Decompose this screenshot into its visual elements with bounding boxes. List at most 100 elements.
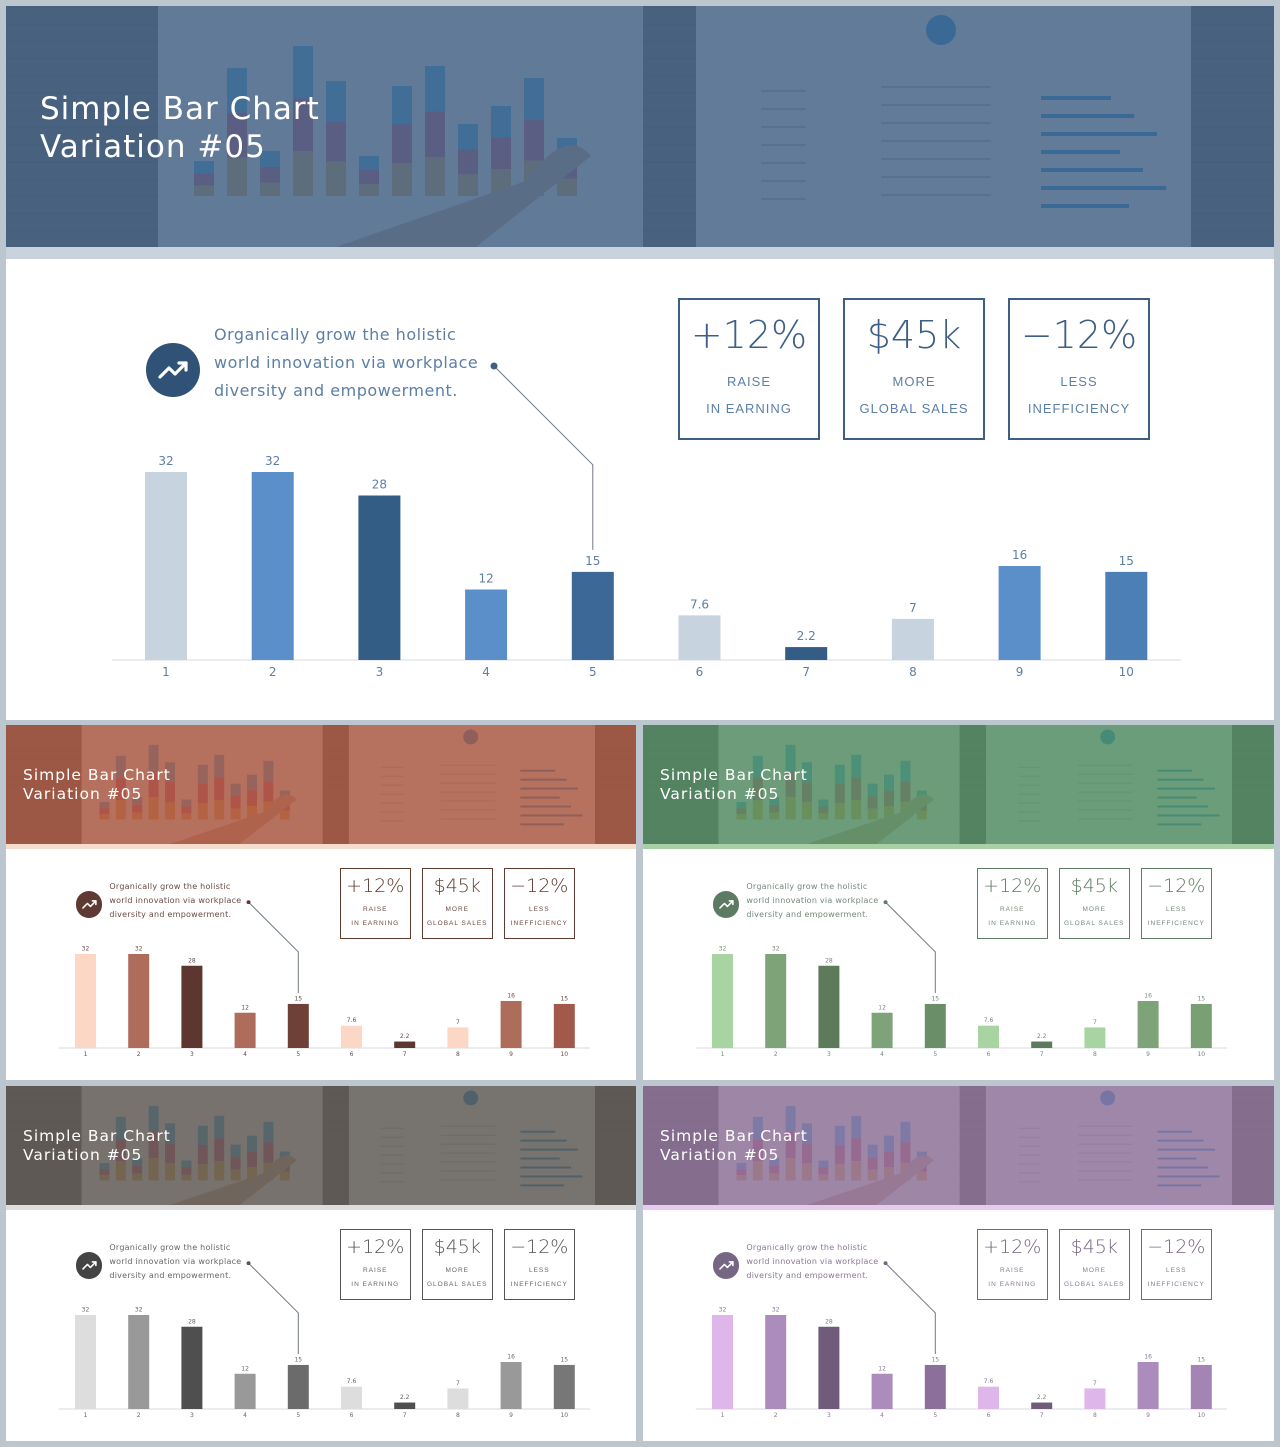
trending-up-glyph: [81, 1260, 97, 1270]
bar-value-label-2: 32: [135, 1307, 143, 1314]
x-tick-label-9: 9: [509, 1051, 513, 1058]
bar-value-label-2: 32: [772, 946, 780, 953]
slide-body: 32 1 32 2 28 3 12 4 15 5 7.6 6 2.2 7 7 8 16 9 15 10 Organica…: [643, 1210, 1274, 1441]
kpi-value: +12%: [983, 875, 1042, 898]
x-tick-label-4: 4: [880, 1412, 884, 1419]
x-tick-label-8: 8: [909, 665, 917, 679]
kpi-box-1: +12% RAISE IN EARNING: [678, 298, 820, 440]
x-tick-label-9: 9: [509, 1412, 513, 1419]
kpi-label-line1: RAISE: [362, 906, 388, 914]
x-tick-label-9: 9: [1146, 1051, 1150, 1058]
bar-3: [181, 965, 203, 1048]
kpi-label-line1: LESS: [528, 906, 550, 914]
description-line-3: diversity and empowerment.: [214, 381, 458, 400]
x-tick-label-1: 1: [721, 1051, 725, 1058]
header-tint-overlay: [6, 725, 636, 844]
x-tick-label-5: 5: [933, 1051, 937, 1058]
x-tick-label-3: 3: [376, 665, 384, 679]
kpi-value: $45k: [433, 1236, 481, 1259]
kpi-label-line1: MORE: [892, 373, 936, 389]
x-tick-label-2: 2: [137, 1051, 141, 1058]
slide-title: Simple Bar Chart Variation #05: [23, 1127, 171, 1165]
bar-3: [818, 965, 840, 1048]
slide-title: Simple Bar Chart Variation #05: [660, 766, 808, 804]
kpi-label-line2: INEFFICIENCY: [1147, 919, 1205, 927]
x-tick-label-10: 10: [560, 1412, 568, 1419]
trending-up-icon: [712, 1251, 740, 1279]
bar-value-label-7: 2.2: [400, 1394, 410, 1401]
description-line-2: world innovation via workplace: [109, 895, 242, 905]
description-text: Organically grow the holistic world innov…: [746, 880, 878, 922]
kpi-label-line1: MORE: [1082, 906, 1107, 914]
slide-title-line1: Simple Bar Chart: [40, 91, 320, 127]
bar-3: [181, 1326, 203, 1409]
bar-value-label-3: 28: [825, 1318, 833, 1325]
bar-value-label-4: 12: [478, 572, 493, 586]
kpi-value: −12%: [510, 875, 569, 898]
bar-value-label-8: 7: [456, 1380, 460, 1387]
description-line-2: world innovation via workplace: [746, 895, 879, 905]
kpi-label-line1: MORE: [1082, 1267, 1107, 1275]
x-tick-label-2: 2: [774, 1412, 778, 1419]
x-tick-label-10: 10: [1197, 1412, 1205, 1419]
x-tick-label-9: 9: [1146, 1412, 1150, 1419]
header-tint-overlay: [643, 1086, 1274, 1205]
kpi-box-3: −12% LESS INEFFICIENCY: [503, 868, 575, 939]
bar-1: [75, 954, 96, 1048]
kpi-label-line1: RAISE: [726, 373, 771, 389]
bar-value-label-10: 15: [560, 1356, 568, 1363]
bar-value-label-7: 2.2: [797, 629, 816, 643]
bar-value-label-8: 7: [1093, 1019, 1097, 1026]
bar-10: [1105, 571, 1148, 660]
description-line-3: diversity and empowerment.: [746, 1270, 869, 1280]
description-line-1: Organically grow the holistic: [109, 881, 231, 891]
bar-9: [998, 566, 1041, 660]
description-line-3: diversity and empowerment.: [746, 909, 869, 919]
bar-10: [553, 1003, 575, 1048]
x-tick-label-6: 6: [987, 1412, 991, 1419]
x-tick-label-9: 9: [1016, 665, 1024, 679]
trending-up-icon: [712, 890, 740, 918]
bar-value-label-1: 32: [82, 946, 90, 953]
x-tick-label-2: 2: [137, 1412, 141, 1419]
bar-value-label-2: 32: [135, 946, 143, 953]
trending-up-glyph: [158, 361, 188, 379]
kpi-value: −12%: [1147, 1236, 1206, 1259]
bar-3: [818, 1326, 840, 1409]
kpi-box-2: $45k MORE GLOBAL SALES: [1058, 868, 1130, 939]
bar-value-label-6: 7.6: [347, 1378, 357, 1385]
bar-9: [1137, 1362, 1159, 1409]
bar-7: [1031, 1041, 1053, 1048]
kpi-value: +12%: [983, 1236, 1042, 1259]
bar-1: [712, 1315, 733, 1409]
bar-chart: 32 1 32 2 28 3 12 4 15 5 7.6 6 2.2 7 7 8 16 9 15 10: [58, 1261, 590, 1419]
trending-up-icon: [146, 343, 200, 397]
slide-blue-large: Simple Bar Chart Variation #05 32 1 32 2 28 3 12…: [6, 6, 1274, 720]
x-tick-label-7: 7: [403, 1412, 407, 1419]
callout-line: [248, 1262, 299, 1354]
bar-6: [678, 615, 721, 660]
bar-7: [394, 1041, 416, 1048]
kpi-label-line2: INEFFICIENCY: [510, 1280, 568, 1288]
header-banner: Simple Bar Chart Variation #05: [6, 1086, 636, 1205]
bar-value-label-8: 7: [909, 601, 917, 615]
callout-dot: [883, 900, 888, 905]
kpi-box-2: $45k MORE GLOBAL SALES: [421, 868, 493, 939]
bar-value-label-7: 2.2: [1037, 1033, 1047, 1040]
bar-value-label-7: 2.2: [400, 1033, 410, 1040]
bar-7: [1031, 1402, 1053, 1409]
x-tick-label-8: 8: [1093, 1412, 1097, 1419]
x-tick-label-6: 6: [350, 1412, 354, 1419]
description-line-3: diversity and empowerment.: [109, 909, 232, 919]
kpi-value: +12%: [690, 313, 808, 357]
x-tick-label-10: 10: [1197, 1051, 1205, 1058]
header-divider-strip: [643, 1205, 1274, 1210]
bar-7: [394, 1402, 416, 1409]
bar-value-label-9: 16: [1144, 1354, 1152, 1361]
bar-value-label-4: 12: [878, 1004, 886, 1011]
kpi-box-1: +12% RAISE IN EARNING: [339, 1229, 411, 1300]
bar-2: [251, 472, 294, 660]
bar-5: [287, 1003, 309, 1048]
kpi-box-1: +12% RAISE IN EARNING: [339, 868, 411, 939]
kpi-value: −12%: [1147, 875, 1206, 898]
